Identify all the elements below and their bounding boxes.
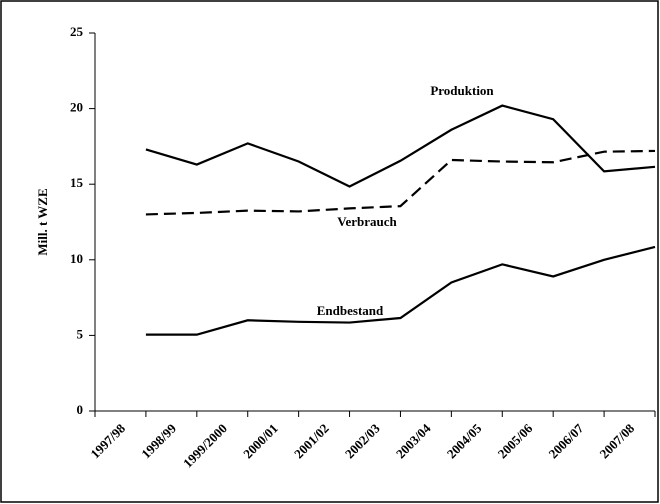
y-tick-label: 0 <box>77 402 84 417</box>
x-tick-label: 1998/99 <box>138 420 179 461</box>
y-axis-label: Mill. t WZE <box>35 188 50 255</box>
x-tick-label: 1999/2000 <box>180 421 230 471</box>
x-tick-label: 2007/08 <box>596 420 637 461</box>
line-series <box>145 104 656 188</box>
x-tick-label: 2002/03 <box>342 420 383 461</box>
y-tick-label: 5 <box>77 326 84 341</box>
x-tick-label: 2005/06 <box>495 420 536 461</box>
series-label: Verbrauch <box>337 214 397 229</box>
x-tick-label: 2006/07 <box>546 420 587 461</box>
series-label: Produktion <box>430 83 494 98</box>
x-tick-label: 2000/01 <box>240 421 281 462</box>
x-tick-label: 2001/02 <box>291 421 332 462</box>
x-tick-label: 2003/04 <box>393 420 434 461</box>
y-tick-label: 25 <box>70 24 84 39</box>
x-tick-label: 1997/98 <box>87 420 128 461</box>
series-label: Endbestand <box>317 303 384 318</box>
x-tick-label: 2004/05 <box>444 420 485 461</box>
y-tick-label: 20 <box>70 100 83 115</box>
line-series <box>145 245 656 336</box>
y-tick-label: 15 <box>70 175 84 190</box>
y-tick-label: 10 <box>70 251 83 266</box>
line-series <box>145 149 656 216</box>
